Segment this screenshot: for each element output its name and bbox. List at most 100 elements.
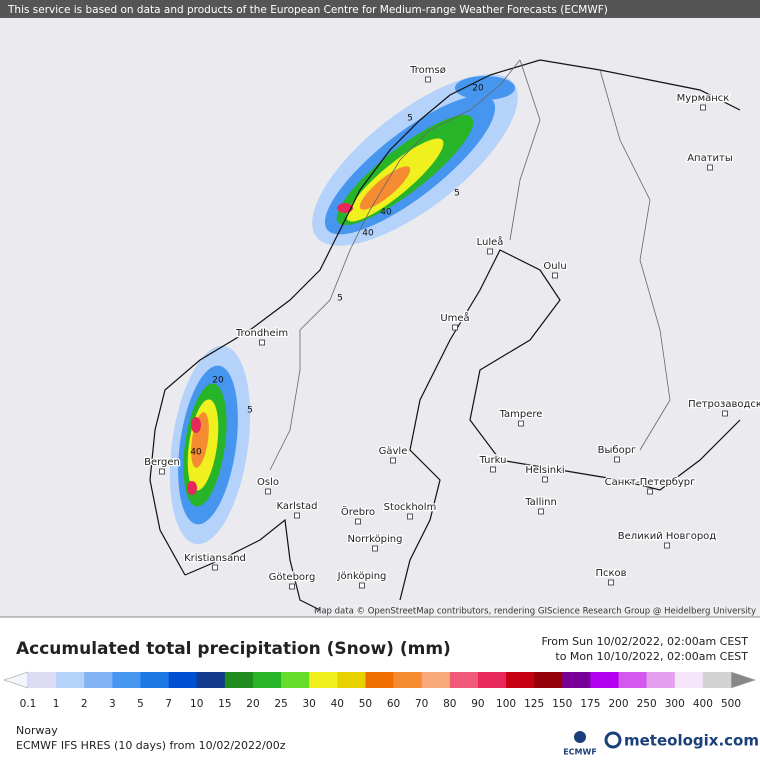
legend-label: 500 (721, 698, 741, 710)
legend-swatch (84, 672, 113, 688)
city-marker (722, 410, 728, 417)
legend-label: 100 (496, 698, 516, 710)
city-label: Karlstad (276, 501, 317, 512)
city-marker (700, 104, 706, 111)
region: Norway (16, 724, 58, 737)
city-marker (552, 272, 558, 279)
contour-label: 5 (247, 406, 253, 416)
legend-arrow-high (730, 671, 756, 689)
legend-swatch (337, 672, 366, 688)
legend-swatch (365, 672, 394, 688)
city-marker (355, 518, 361, 525)
legend-label: 50 (359, 698, 372, 710)
legend-label: 60 (387, 698, 400, 710)
city-label: Апатиты (687, 153, 733, 164)
legend-swatch (646, 672, 676, 688)
legend-swatch (168, 672, 198, 688)
contour-label: 5 (454, 189, 460, 199)
city-marker (289, 583, 295, 590)
legend-label: 80 (443, 698, 456, 710)
legend-label: 40 (331, 698, 344, 710)
contour-label: 5 (407, 114, 413, 124)
legend-label: 30 (303, 698, 316, 710)
contour-label: 20 (472, 84, 484, 94)
legend-swatch (309, 672, 338, 688)
legend-swatch (421, 672, 451, 688)
city-label: Kristiansand (184, 553, 246, 564)
attribution-bg (336, 604, 760, 617)
city-marker (265, 488, 271, 495)
banner (0, 0, 760, 18)
city-marker (212, 564, 218, 571)
map-background (0, 0, 760, 617)
city-label: Псков (595, 568, 626, 579)
legend-swatch (281, 672, 310, 688)
city-marker (707, 164, 713, 171)
city-label: Umeå (440, 311, 469, 324)
city-marker (538, 508, 544, 515)
city-marker (359, 582, 365, 589)
city-label: Stockholm (384, 502, 437, 513)
legend-label: 1 (53, 698, 60, 710)
city-marker (294, 512, 300, 519)
legend-swatch (590, 672, 619, 688)
city-label: Oulu (543, 261, 566, 272)
city-label: Helsinki (525, 465, 564, 476)
city-marker (259, 339, 265, 346)
snow-field (169, 74, 518, 545)
city-marker (425, 76, 431, 83)
city-marker (608, 579, 614, 586)
legend-arrow-low (3, 671, 29, 689)
city-label: Jönköping (337, 571, 387, 582)
meteologix-logo: meteologix.com (624, 732, 759, 750)
legend-label: 300 (665, 698, 685, 710)
city-marker (614, 456, 620, 463)
city-label: Turku (479, 455, 507, 466)
legend-label: 70 (415, 698, 428, 710)
legend-swatch (393, 672, 422, 688)
city-marker (159, 468, 165, 475)
city-label: Norrköping (347, 534, 402, 545)
legend-swatch (618, 672, 647, 688)
city-marker (664, 542, 670, 549)
legend-swatch (196, 672, 226, 688)
ecmwf-logo: ECMWF (563, 748, 597, 757)
legend-label: 5 (137, 698, 144, 710)
model-info: ECMWF IFS HRES (10 days) from 10/02/2022… (16, 739, 286, 752)
legend-swatch (449, 672, 479, 688)
legend-swatch (224, 672, 254, 688)
banner-text: This service is based on data and produc… (7, 4, 608, 16)
legend-label: 10 (190, 698, 203, 710)
coastline (149, 59, 741, 611)
title: Accumulated total precipitation (Snow) (… (16, 639, 451, 659)
legend-label: 0.1 (20, 698, 37, 710)
legend-swatch (477, 672, 507, 688)
legend-label: 2 (81, 698, 88, 710)
attribution: Map data © OpenStreetMap contributors, r… (314, 607, 756, 617)
city-label: Великий Новгород (618, 531, 716, 542)
city-label: Oslo (257, 477, 279, 488)
city-marker (390, 457, 396, 464)
legend-swatch (28, 672, 57, 688)
legend-swatch (702, 672, 732, 688)
city-label: Göteborg (269, 572, 316, 583)
city-label: Bergen (144, 457, 180, 468)
period-from: From Sun 10/02/2022, 02:00am CEST (541, 635, 748, 648)
legend-label: 400 (693, 698, 713, 710)
legend-label: 3 (109, 698, 116, 710)
meteologix-icon (604, 731, 622, 749)
city-label: Örebro (341, 505, 375, 518)
legend-label: 200 (608, 698, 628, 710)
city-marker (487, 248, 493, 255)
city-label: Санкт-Петербург (605, 477, 696, 488)
city-marker (490, 466, 496, 473)
city-label: Выборг (598, 445, 637, 456)
legend-swatch (506, 672, 535, 688)
legend-label: 25 (274, 698, 287, 710)
contour-label: 40 (362, 229, 374, 239)
city-marker (647, 488, 653, 495)
period-to: to Mon 10/10/2022, 02:00am CEST (555, 650, 748, 663)
legend-label: 175 (580, 698, 600, 710)
city-marker (372, 545, 378, 552)
